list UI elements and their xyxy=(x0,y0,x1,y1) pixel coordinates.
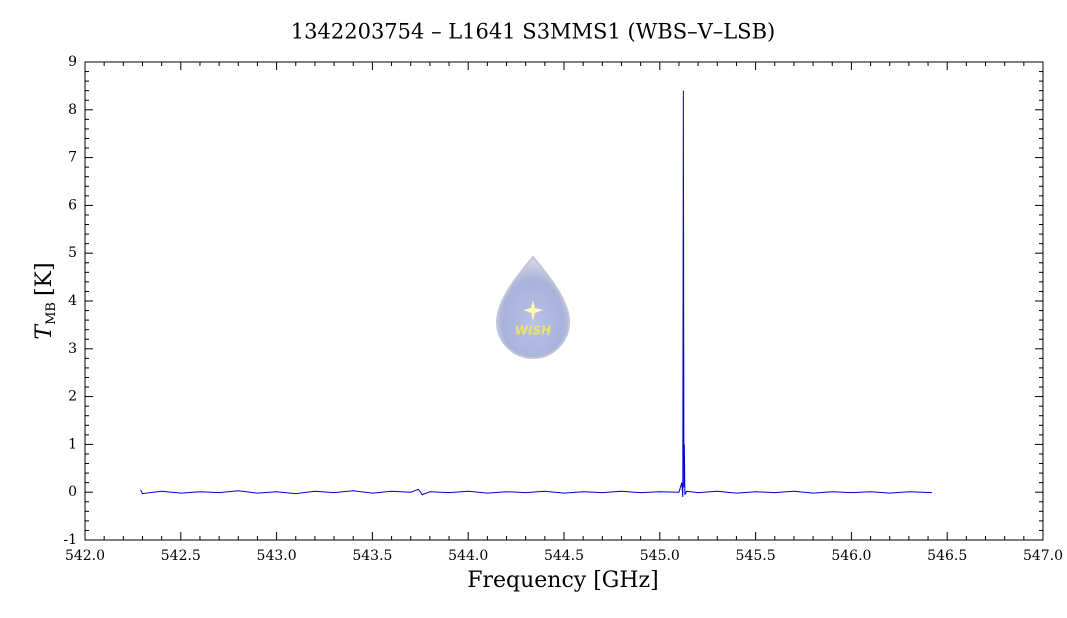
x-tick-label: 544.0 xyxy=(448,548,488,564)
x-tick-label: 546.5 xyxy=(927,548,967,564)
y-tick-label: 3 xyxy=(68,341,77,357)
x-axis-label: Frequency [GHz] xyxy=(467,568,659,593)
y-tick-label: 0 xyxy=(68,484,77,500)
y-tick-label: 8 xyxy=(68,102,77,118)
y-tick-label: 1 xyxy=(68,436,77,452)
x-tick-label: 543.0 xyxy=(257,548,297,564)
y-axis-label: TMB [K] xyxy=(32,262,59,339)
y-tick-label: 4 xyxy=(68,293,77,309)
x-tick-label: 545.0 xyxy=(640,548,680,564)
x-tick-label: 542.0 xyxy=(65,548,105,564)
logo-text: WISH xyxy=(515,324,551,338)
y-label-symbol: T xyxy=(32,323,57,340)
logo: WISH xyxy=(495,255,571,359)
y-label-unit: [K] xyxy=(32,262,57,296)
spectrum-line xyxy=(140,90,932,498)
x-tick-label: 544.5 xyxy=(544,548,584,564)
x-tick-label: 543.5 xyxy=(352,548,392,564)
y-tick-label: -1 xyxy=(63,532,77,548)
y-tick-label: 2 xyxy=(68,389,77,405)
y-tick-label: 5 xyxy=(68,245,77,261)
logo-star xyxy=(523,300,543,321)
x-tick-label: 546.0 xyxy=(831,548,871,564)
x-tick-label: 545.5 xyxy=(736,548,776,564)
x-tick-label: 542.5 xyxy=(161,548,201,564)
x-tick-label: 547.0 xyxy=(1023,548,1063,564)
y-tick-label: 9 xyxy=(68,54,77,70)
y-tick-label: 6 xyxy=(68,197,77,213)
y-tick-label: 7 xyxy=(68,150,77,166)
y-label-subscript: MB xyxy=(44,302,59,325)
chart-title: 1342203754 – L1641 S3MMS1 (WBS–V–LSB) xyxy=(291,20,775,44)
